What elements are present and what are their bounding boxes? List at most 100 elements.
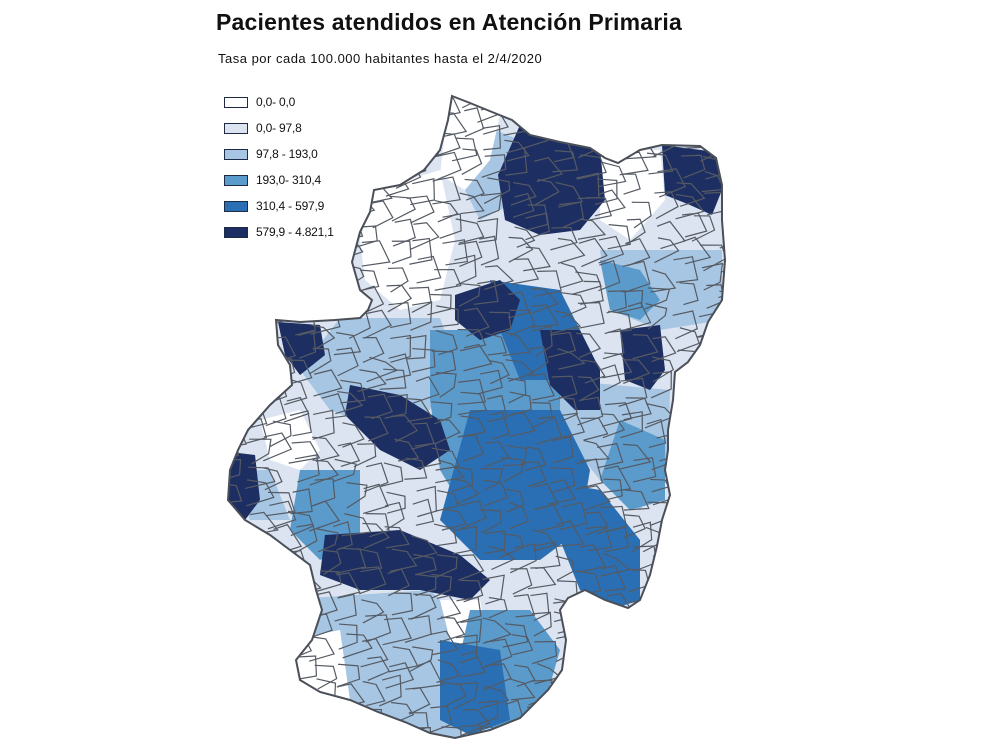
municipality-border — [414, 442, 442, 469]
municipality-border — [455, 218, 485, 244]
municipality-border — [288, 701, 308, 730]
municipality-border — [676, 327, 700, 353]
municipality-border — [690, 722, 717, 738]
municipality-border — [628, 704, 657, 727]
municipality-border — [626, 96, 652, 115]
municipality-border — [228, 663, 244, 688]
legend-item-1: 0,0- 97,8 — [224, 115, 334, 141]
municipality-border — [523, 246, 551, 272]
municipality-border — [295, 655, 318, 681]
municipality-border — [427, 293, 452, 316]
municipality-border — [582, 485, 611, 512]
municipality-border — [388, 646, 419, 673]
legend-label-5: 579,9 - 4.821,1 — [256, 225, 334, 239]
municipality-border — [621, 682, 649, 708]
municipality-border — [623, 514, 646, 539]
municipality-border — [270, 698, 301, 729]
municipality-border — [652, 356, 675, 383]
municipality-border — [571, 271, 602, 295]
municipality-border — [288, 137, 318, 164]
municipality-border — [322, 289, 342, 312]
municipality-border — [657, 709, 682, 736]
municipality-border — [599, 552, 631, 577]
municipality-border — [362, 680, 386, 707]
municipality-border — [266, 589, 295, 616]
municipality-border — [336, 572, 361, 598]
municipality-border — [729, 443, 756, 468]
municipality-border — [309, 347, 332, 375]
municipality-border — [631, 521, 653, 553]
municipality-border — [367, 656, 391, 681]
municipality-border — [409, 286, 432, 313]
municipality-border — [264, 241, 288, 268]
municipality-border — [388, 723, 415, 738]
municipality-border — [651, 96, 675, 113]
municipality-border — [700, 96, 725, 114]
municipality-border — [486, 394, 508, 423]
municipality-border — [505, 147, 528, 176]
municipality-border — [357, 729, 379, 738]
municipality-border — [531, 611, 552, 637]
municipality-border — [410, 422, 435, 450]
municipality-border — [432, 176, 461, 205]
municipality-border — [576, 332, 602, 359]
municipality-border — [409, 646, 434, 672]
municipality-border — [435, 372, 457, 398]
municipality-border — [603, 478, 623, 501]
municipality-border — [678, 380, 703, 405]
municipality-border — [339, 180, 364, 203]
municipality-border — [434, 489, 459, 512]
municipality-border — [433, 523, 458, 547]
municipality-border — [502, 623, 529, 648]
municipality-border — [680, 154, 706, 179]
municipality-border — [682, 420, 703, 445]
municipality-border — [557, 237, 586, 264]
municipality-border — [716, 534, 725, 557]
municipality-border — [674, 724, 702, 738]
municipality-border — [509, 678, 536, 701]
municipality-border — [319, 708, 346, 730]
municipality-border — [284, 378, 308, 406]
municipality-border — [249, 438, 272, 465]
municipality-border — [364, 309, 392, 339]
municipality-border — [388, 302, 412, 329]
municipality-border — [442, 239, 469, 266]
municipality-border — [510, 568, 533, 595]
municipality-border — [483, 638, 513, 669]
municipality-border — [459, 192, 485, 215]
municipality-border — [507, 96, 528, 118]
municipality-border — [627, 104, 649, 130]
municipality-border — [621, 173, 641, 195]
municipality-border — [335, 547, 367, 574]
municipality-border — [556, 520, 585, 547]
municipality-border — [434, 268, 462, 291]
municipality-border — [650, 269, 677, 293]
municipality-border — [654, 191, 679, 220]
municipality-border — [585, 664, 611, 692]
municipality-border — [577, 376, 600, 402]
legend-item-3: 193,0- 310,4 — [224, 167, 334, 193]
municipality-border — [363, 462, 389, 493]
municipality-border — [430, 630, 459, 656]
municipality-border — [435, 459, 466, 484]
municipality-border — [384, 501, 405, 531]
municipality-border — [577, 690, 600, 717]
municipality-border — [722, 667, 725, 694]
municipality-border — [284, 219, 314, 247]
municipality-border — [670, 638, 700, 662]
municipality-border — [244, 168, 277, 194]
municipality-border — [392, 218, 416, 247]
municipality-border — [650, 371, 672, 399]
municipality-border — [239, 150, 262, 173]
municipality-border — [384, 526, 410, 549]
municipality-border — [244, 704, 267, 735]
municipality-border — [617, 289, 644, 314]
municipality-border — [283, 106, 317, 136]
municipality-border — [723, 590, 725, 619]
municipality-border — [432, 151, 462, 182]
municipality-border — [702, 707, 725, 736]
municipality-border — [410, 593, 437, 620]
legend-label-1: 0,0- 97,8 — [256, 121, 302, 135]
municipality-border — [367, 393, 393, 420]
municipality-border — [575, 458, 604, 490]
